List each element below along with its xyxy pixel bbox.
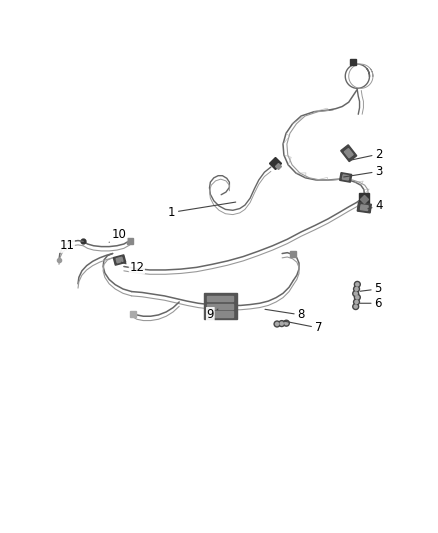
Circle shape: [276, 322, 279, 326]
Circle shape: [355, 287, 358, 290]
Text: 3: 3: [344, 165, 383, 178]
Text: 4: 4: [368, 199, 383, 213]
Circle shape: [274, 321, 280, 327]
Circle shape: [354, 294, 360, 300]
Circle shape: [353, 290, 359, 296]
Text: 6: 6: [360, 297, 382, 310]
Polygon shape: [113, 255, 126, 265]
Polygon shape: [116, 257, 123, 263]
Circle shape: [285, 321, 288, 325]
Polygon shape: [343, 175, 349, 180]
Polygon shape: [344, 149, 353, 158]
Circle shape: [356, 296, 359, 299]
Text: 9: 9: [207, 308, 218, 320]
Polygon shape: [357, 203, 371, 213]
Text: 10: 10: [109, 228, 127, 243]
Circle shape: [353, 299, 360, 305]
Polygon shape: [360, 205, 368, 211]
Circle shape: [354, 281, 360, 287]
Text: 1: 1: [168, 202, 236, 219]
Bar: [204, 293, 237, 319]
Circle shape: [354, 305, 357, 308]
Circle shape: [353, 286, 360, 292]
Circle shape: [280, 322, 283, 325]
Circle shape: [356, 283, 359, 286]
Text: 7: 7: [284, 321, 322, 334]
Bar: [207, 311, 233, 317]
Bar: [207, 304, 233, 309]
Polygon shape: [341, 145, 357, 161]
Circle shape: [279, 321, 285, 327]
Circle shape: [283, 320, 290, 326]
Text: 2: 2: [351, 148, 383, 160]
Circle shape: [353, 304, 359, 310]
Circle shape: [355, 301, 358, 303]
Text: 5: 5: [360, 282, 382, 295]
Text: 8: 8: [265, 309, 305, 321]
Circle shape: [354, 292, 357, 295]
Bar: [207, 296, 233, 301]
Text: 11: 11: [59, 239, 74, 252]
Polygon shape: [340, 173, 352, 182]
Text: 12: 12: [121, 261, 145, 274]
